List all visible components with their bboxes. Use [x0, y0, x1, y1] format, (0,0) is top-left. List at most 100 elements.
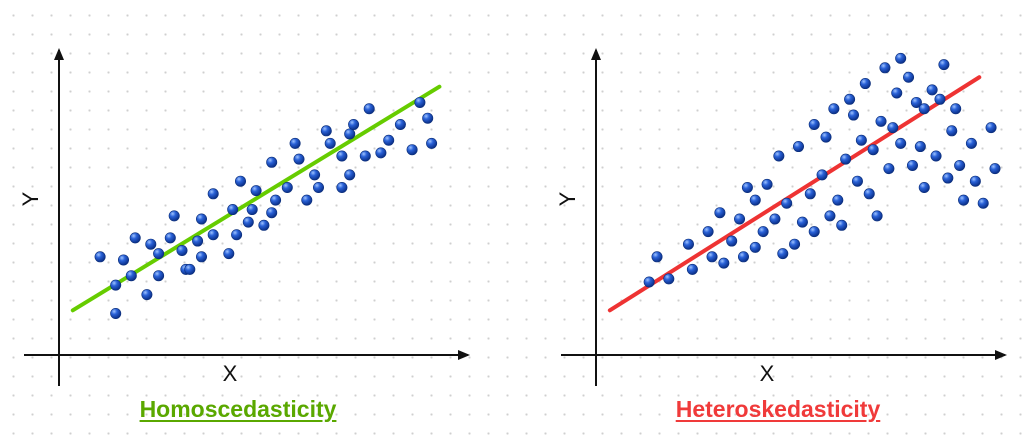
data-point	[223, 248, 235, 260]
data-point	[840, 153, 852, 165]
data-point	[883, 163, 895, 175]
data-point	[985, 122, 997, 134]
data-point	[859, 78, 871, 90]
data-point	[895, 52, 907, 64]
data-point	[887, 122, 899, 134]
data-point	[359, 150, 371, 162]
data-point	[227, 204, 239, 216]
data-point	[118, 254, 130, 266]
data-point	[737, 251, 749, 263]
data-point	[394, 119, 406, 131]
data-point	[196, 213, 208, 225]
homoscedasticity-panel: X Y	[18, 48, 470, 386]
data-point	[141, 289, 153, 301]
data-point	[792, 141, 804, 153]
data-point	[796, 216, 808, 228]
data-point	[769, 213, 781, 225]
data-point	[734, 213, 746, 225]
trend-line	[607, 75, 982, 313]
data-point	[757, 226, 769, 238]
data-point	[954, 159, 966, 171]
data-point	[851, 175, 863, 187]
data-point	[153, 248, 165, 260]
data-point	[867, 144, 879, 156]
data-point	[918, 182, 930, 194]
data-point	[773, 150, 785, 162]
data-point	[196, 251, 208, 263]
data-point	[989, 163, 1001, 175]
data-point	[406, 144, 418, 156]
data-point	[192, 235, 204, 247]
data-point	[875, 115, 887, 127]
data-point	[938, 59, 950, 71]
data-point	[930, 150, 942, 162]
data-point	[336, 150, 348, 162]
data-point	[895, 137, 907, 149]
data-point	[918, 103, 930, 115]
data-point	[749, 241, 761, 253]
data-point	[336, 182, 348, 194]
data-point	[176, 245, 188, 257]
data-point	[383, 134, 395, 146]
data-point	[808, 226, 820, 238]
data-points	[643, 52, 1001, 288]
data-point	[749, 194, 761, 206]
data-point	[250, 185, 262, 197]
data-point	[942, 172, 954, 184]
data-point	[871, 210, 883, 222]
data-point	[828, 103, 840, 115]
data-point	[153, 270, 165, 282]
data-point	[344, 169, 356, 181]
chart-title-homoscedasticity: Homoscedasticity	[139, 396, 337, 422]
data-point	[110, 307, 122, 319]
data-point	[246, 204, 258, 216]
data-point	[816, 169, 828, 181]
data-point	[934, 93, 946, 105]
data-point	[958, 194, 970, 206]
data-point	[726, 235, 738, 247]
data-point	[706, 251, 718, 263]
data-point	[207, 229, 219, 241]
data-point	[714, 207, 726, 219]
y-axis-label: Y	[555, 191, 580, 206]
data-point	[110, 279, 122, 291]
data-point	[426, 137, 438, 149]
data-point	[926, 84, 938, 96]
data-point	[422, 112, 434, 124]
data-point	[848, 109, 860, 121]
data-point	[320, 125, 332, 137]
data-point	[863, 188, 875, 200]
data-point	[235, 175, 247, 187]
data-point	[281, 182, 293, 194]
data-point	[301, 194, 313, 206]
data-point	[344, 128, 356, 140]
data-point	[164, 232, 176, 244]
data-point	[969, 175, 981, 187]
data-point	[663, 273, 675, 285]
data-point	[145, 238, 157, 250]
data-point	[293, 153, 305, 165]
data-point	[125, 270, 137, 282]
data-point	[242, 216, 254, 228]
data-point	[781, 197, 793, 209]
data-point	[258, 219, 270, 231]
data-point	[824, 210, 836, 222]
data-point	[741, 182, 753, 194]
data-point	[903, 71, 915, 83]
heteroskedasticity-panel: X Y	[555, 48, 1007, 386]
data-point	[231, 229, 243, 241]
data-point	[891, 87, 903, 99]
data-point	[129, 232, 141, 244]
data-point	[718, 257, 730, 269]
data-point	[643, 276, 655, 288]
data-point	[312, 182, 324, 194]
data-point	[702, 226, 714, 238]
data-point	[808, 119, 820, 131]
data-point	[906, 159, 918, 171]
data-point	[977, 197, 989, 209]
data-point	[168, 210, 180, 222]
data-point	[414, 96, 426, 108]
data-point	[950, 103, 962, 115]
data-point	[682, 238, 694, 250]
